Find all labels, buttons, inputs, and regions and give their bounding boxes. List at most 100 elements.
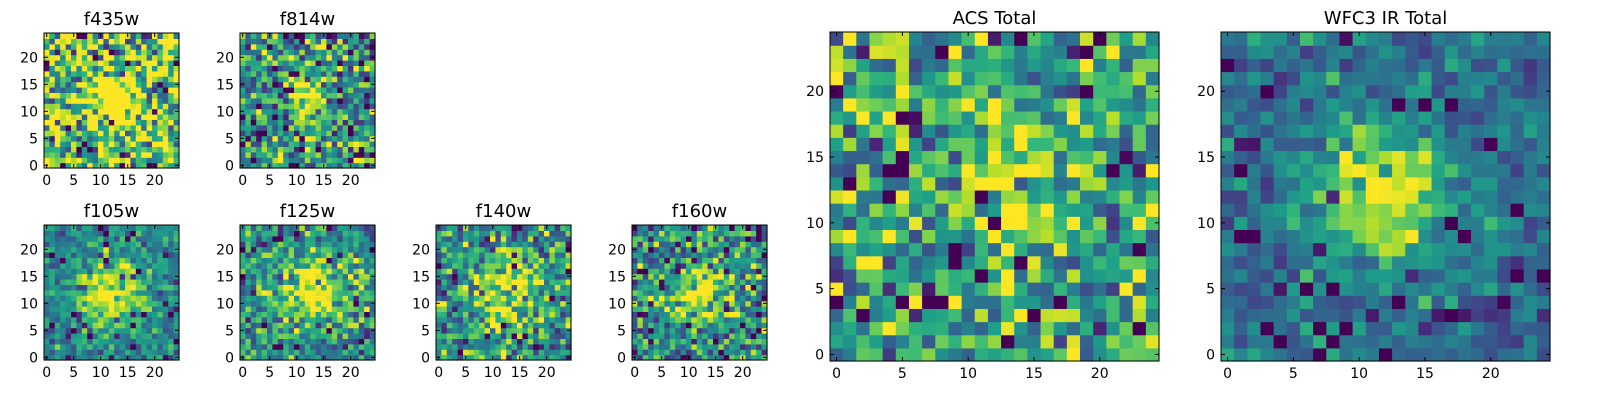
pixel-cell	[87, 38, 94, 45]
pixel-cell	[294, 322, 300, 329]
pixel-cell	[315, 246, 322, 253]
pixel-cell	[173, 235, 180, 242]
pixel-cell	[680, 316, 687, 323]
pixel-cell	[517, 300, 523, 307]
pixel-cell	[484, 262, 491, 269]
pixel-cell	[691, 289, 698, 296]
pixel-cell	[664, 316, 671, 323]
pixel-cell	[310, 225, 317, 231]
pixel-cell	[103, 157, 110, 164]
pixel-cell	[1457, 255, 1472, 270]
pixel-cell	[168, 92, 175, 99]
pixel-cell	[261, 241, 268, 248]
pixel-cell	[675, 246, 682, 253]
pixel-cell	[321, 49, 327, 56]
pixel-cell	[935, 282, 950, 296]
pixel-cell	[326, 289, 333, 296]
pixel-cell	[895, 229, 910, 244]
pixel-cell	[856, 295, 871, 309]
pixel-cell	[680, 289, 687, 296]
pixel-cell	[326, 268, 333, 275]
pixel-cell	[272, 257, 279, 264]
pixel-cell	[310, 108, 317, 115]
pixel-cell	[130, 108, 137, 115]
pixel-cell	[256, 87, 263, 93]
pixel-cell	[632, 268, 638, 275]
pixel-cell	[342, 306, 349, 312]
pixel-cell	[830, 295, 844, 309]
pixel-cell	[544, 322, 550, 329]
pixel-cell	[125, 103, 131, 110]
pixel-cell	[1444, 189, 1459, 204]
pixel-cell	[1080, 268, 1094, 283]
pixel-cell	[452, 225, 459, 231]
pixel-cell	[713, 327, 719, 334]
pixel-cell	[987, 282, 1002, 296]
pixel-cell	[549, 338, 556, 345]
pixel-cell	[664, 333, 671, 339]
pixel-cell	[490, 349, 496, 356]
pixel-cell	[1457, 282, 1472, 296]
pixel-cell	[283, 230, 290, 237]
pixel-cell	[544, 246, 550, 253]
pixel-cell	[922, 71, 936, 86]
pixel-cell	[1497, 334, 1512, 349]
pixel-cell	[337, 146, 344, 153]
pixel-cell	[114, 230, 121, 237]
pixel-cell	[294, 327, 300, 334]
pixel-cell	[935, 268, 950, 283]
pixel-cell	[364, 146, 371, 153]
pixel-cell	[527, 235, 534, 242]
pixel-cell	[92, 87, 99, 93]
pixel-cell	[463, 246, 469, 253]
pixel-cell	[1132, 282, 1147, 296]
pixel-cell	[71, 235, 77, 242]
pixel-cell	[473, 262, 480, 269]
pixel-cell	[168, 81, 175, 88]
pixel-cell	[718, 333, 725, 339]
pixel-cell	[1444, 229, 1459, 244]
pixel-cell	[1053, 45, 1068, 59]
pixel-cell	[761, 343, 768, 350]
pixel-cell	[157, 284, 164, 291]
pixel-cell	[1444, 176, 1459, 191]
pixel-cell	[245, 43, 252, 50]
pixel-cell	[162, 33, 169, 39]
pixel-cell	[353, 92, 360, 99]
pixel-cell	[342, 241, 349, 248]
pixel-cell	[473, 246, 480, 253]
pixel-cell	[358, 114, 365, 120]
pixel-cell	[648, 225, 655, 231]
pixel-cell	[125, 306, 131, 312]
pixel-cell	[538, 289, 545, 296]
pixel-cell	[71, 327, 77, 334]
pixel-cell	[974, 268, 989, 283]
pixel-cell	[108, 92, 115, 99]
pixel-cell	[869, 347, 884, 362]
pixel-cell	[283, 33, 290, 39]
pixel-cell	[723, 230, 730, 237]
pixel-cell	[538, 316, 545, 323]
pixel-cell	[288, 38, 295, 45]
pixel-cell	[299, 60, 306, 66]
pixel-cell	[331, 316, 338, 323]
pixel-cell	[734, 268, 741, 275]
pixel-cell	[544, 257, 550, 264]
pixel-cell	[1027, 203, 1042, 217]
pixel-cell	[369, 284, 376, 291]
pixel-cell	[533, 246, 540, 253]
pixel-cell	[141, 49, 148, 56]
pixel-cell	[342, 157, 349, 164]
pixel-cell	[168, 162, 175, 169]
pixel-cell	[348, 273, 354, 280]
pixel-cell	[342, 327, 349, 334]
pixel-cell	[473, 338, 480, 345]
pixel-cell	[922, 124, 936, 138]
pixel-cell	[1523, 308, 1538, 323]
pixel-cell	[130, 119, 137, 126]
pixel-cell	[353, 124, 360, 131]
pixel-cell	[987, 242, 1002, 257]
pixel-cell	[713, 300, 719, 307]
